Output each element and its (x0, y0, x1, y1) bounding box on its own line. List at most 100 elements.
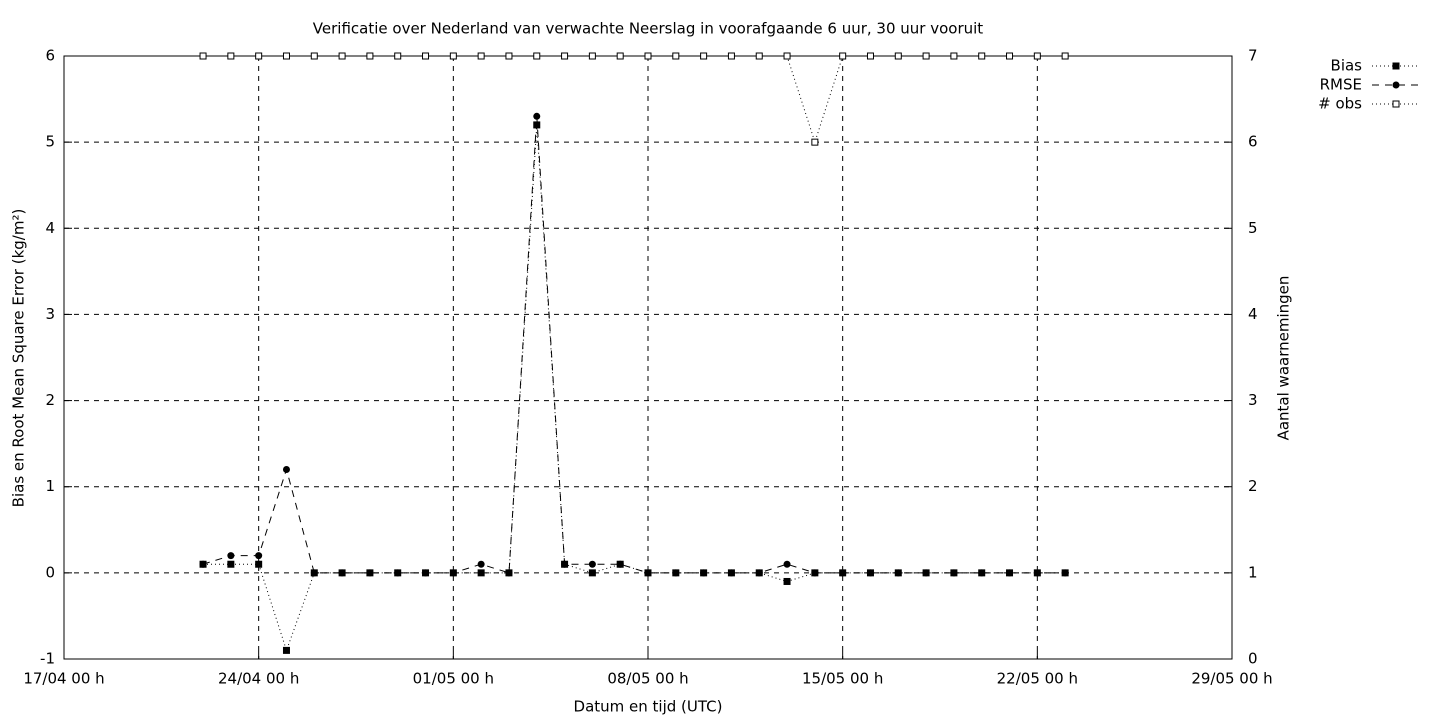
x-tick-label: 08/05 00 h (607, 670, 688, 688)
y-tick-label: 1 (45, 477, 55, 495)
y2-tick-label: 2 (1248, 477, 1258, 495)
marker (894, 569, 902, 577)
marker (783, 52, 791, 60)
marker (227, 552, 235, 560)
marker (616, 52, 624, 60)
y2-axis-label: Aantal waarnemingen (1275, 276, 1293, 441)
y-tick-label: -1 (40, 650, 55, 668)
marker (978, 569, 986, 577)
marker (588, 560, 596, 568)
marker (1033, 569, 1041, 577)
y2-tick-label: 4 (1248, 305, 1258, 323)
marker (866, 52, 874, 60)
marker (588, 52, 596, 60)
marker (505, 52, 513, 60)
marker (700, 52, 708, 60)
y-tick-label: 2 (45, 391, 55, 409)
marker (282, 465, 290, 473)
marker (449, 52, 457, 60)
marker (866, 569, 874, 577)
marker (1006, 569, 1014, 577)
marker (922, 569, 930, 577)
marker (282, 646, 290, 654)
y-tick-label: 4 (45, 219, 55, 237)
marker (644, 569, 652, 577)
marker (227, 560, 235, 568)
marker (783, 577, 791, 585)
legend-label: RMSE (1320, 76, 1362, 94)
marker (922, 52, 930, 60)
y-tick-label: 5 (45, 133, 55, 151)
marker (978, 52, 986, 60)
y2-tick-label: 3 (1248, 391, 1258, 409)
x-tick-label: 15/05 00 h (802, 670, 883, 688)
marker (755, 569, 763, 577)
y-tick-label: 3 (45, 305, 55, 323)
marker (1061, 569, 1069, 577)
x-tick-label: 22/05 00 h (997, 670, 1078, 688)
marker (616, 560, 624, 568)
marker (588, 569, 596, 577)
marker (477, 560, 485, 568)
marker (422, 569, 430, 577)
marker (1061, 52, 1069, 60)
marker (950, 52, 958, 60)
x-tick-label: 24/04 00 h (218, 670, 299, 688)
marker (561, 52, 569, 60)
marker (449, 569, 457, 577)
y2-tick-label: 6 (1248, 133, 1258, 151)
marker (700, 569, 708, 577)
y2-tick-label: 5 (1248, 219, 1258, 237)
marker (394, 569, 402, 577)
marker (366, 569, 374, 577)
marker (505, 569, 513, 577)
chart-title: Verificatie over Nederland van verwachte… (313, 20, 983, 38)
marker (199, 560, 207, 568)
marker (894, 52, 902, 60)
marker (727, 569, 735, 577)
marker (561, 560, 569, 568)
marker (783, 560, 791, 568)
legend-label: # obs (1318, 95, 1362, 113)
marker (338, 569, 346, 577)
marker (394, 52, 402, 60)
marker (672, 569, 680, 577)
marker (727, 52, 735, 60)
marker (338, 52, 346, 60)
y-axis-label: Bias en Root Mean Square Error (kg/m²) (10, 209, 28, 508)
y2-tick-label: 7 (1248, 47, 1258, 65)
y-tick-label: 6 (45, 47, 55, 65)
x-tick-label: 17/04 00 h (23, 670, 104, 688)
marker (533, 112, 541, 120)
series-line (203, 124, 1066, 652)
marker (310, 52, 318, 60)
marker (477, 569, 485, 577)
y2-tick-label: 1 (1248, 563, 1258, 581)
y-tick-label: 0 (45, 563, 55, 581)
marker (477, 52, 485, 60)
marker (199, 52, 207, 60)
marker (1033, 52, 1041, 60)
marker (366, 52, 374, 60)
marker (1006, 52, 1014, 60)
series-line (203, 55, 1066, 144)
marker (282, 52, 290, 60)
marker (255, 52, 263, 60)
x-tick-label: 29/05 00 h (1191, 670, 1272, 688)
marker (950, 569, 958, 577)
legend-marker (1392, 62, 1400, 70)
marker (811, 138, 819, 146)
marker (755, 52, 763, 60)
legend-label: Bias (1331, 57, 1363, 75)
marker (533, 52, 541, 60)
x-axis-label: Datum en tijd (UTC) (574, 698, 723, 716)
series-line (202, 116, 1066, 574)
legend-marker (1392, 81, 1400, 89)
marker (255, 560, 263, 568)
marker (310, 569, 318, 577)
marker (672, 52, 680, 60)
marker (422, 52, 430, 60)
y2-tick-label: 0 (1248, 650, 1258, 668)
marker (255, 552, 263, 560)
